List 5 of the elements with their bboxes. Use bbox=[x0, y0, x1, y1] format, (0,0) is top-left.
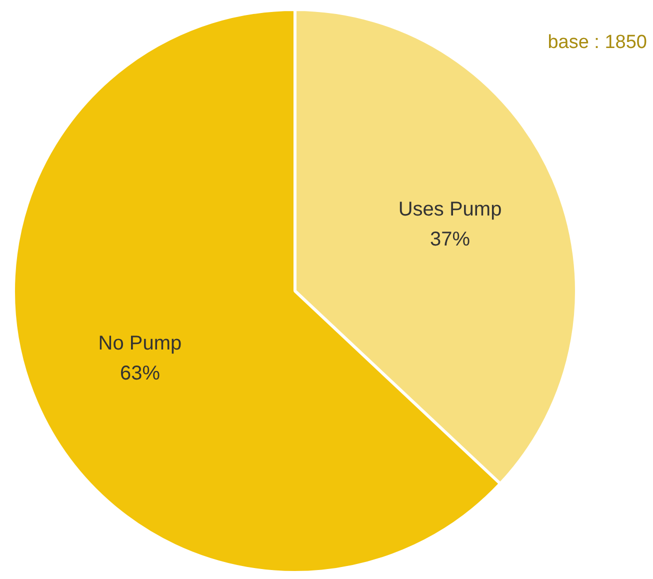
slice-label: Uses Pump bbox=[398, 198, 502, 220]
text: base : 1850 bbox=[548, 32, 647, 54]
data-label: 37% bbox=[430, 228, 470, 250]
slice-label: No Pump bbox=[98, 332, 182, 355]
data-label: 63% bbox=[120, 362, 160, 385]
